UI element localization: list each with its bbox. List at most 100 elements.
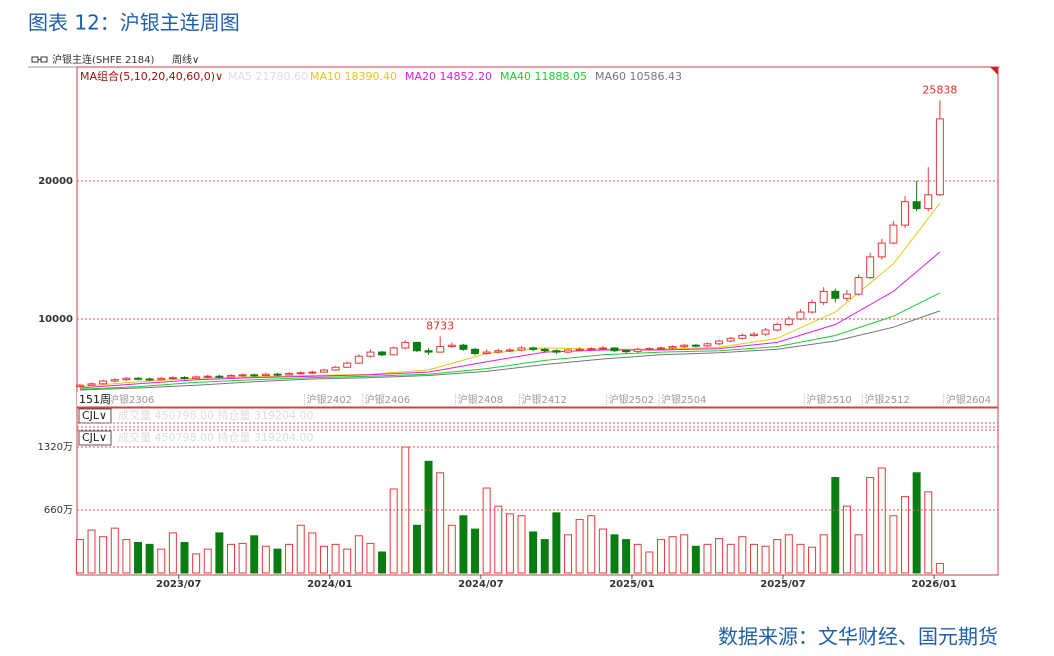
toolbar-period[interactable]: 周线∨ bbox=[172, 53, 199, 66]
volume-bar bbox=[808, 546, 817, 574]
volume-bar bbox=[587, 515, 596, 574]
volume-bar bbox=[134, 541, 142, 574]
candle-body bbox=[877, 242, 886, 258]
volume-bar bbox=[842, 505, 851, 574]
contract-label: 沪银2604 bbox=[946, 393, 991, 406]
contract-label: 沪银2512 bbox=[864, 393, 909, 406]
candle-body bbox=[587, 348, 596, 351]
candle-body bbox=[250, 374, 259, 377]
ma-legend: MA40 11888.05 bbox=[500, 70, 587, 83]
candle-body bbox=[378, 351, 387, 356]
candle-body bbox=[180, 377, 189, 380]
volume-bar bbox=[203, 548, 212, 574]
x-tick-label: 2025/01 bbox=[609, 579, 654, 590]
x-tick-label: 2024/07 bbox=[458, 579, 503, 590]
candle-body bbox=[540, 348, 549, 352]
candle-body bbox=[610, 347, 619, 352]
volume-bar bbox=[226, 543, 235, 574]
ma-line bbox=[79, 310, 941, 391]
volume-bar bbox=[122, 539, 131, 574]
candle-body bbox=[726, 337, 735, 342]
volume-bar bbox=[575, 519, 584, 574]
candle-body bbox=[168, 377, 177, 380]
volume-bar bbox=[831, 477, 840, 574]
x-tick-label: 2026/01 bbox=[911, 579, 956, 590]
volume-bar bbox=[110, 527, 119, 574]
volume-bar bbox=[250, 535, 259, 574]
candle-body bbox=[842, 293, 851, 299]
candle-body bbox=[738, 335, 747, 339]
candle-body bbox=[134, 377, 142, 380]
candle-body bbox=[901, 201, 910, 226]
candle-body bbox=[924, 194, 933, 210]
chart-title: 图表 12：沪银主连周图 bbox=[28, 11, 240, 35]
candle-body bbox=[203, 375, 212, 378]
bar-count-box bbox=[77, 392, 111, 406]
volume-bar bbox=[168, 532, 177, 574]
volume-bar bbox=[784, 534, 793, 574]
cjl-header: CJL∨ bbox=[82, 409, 107, 422]
ma-legend: MA20 14852.20 bbox=[405, 70, 492, 83]
candle-body bbox=[471, 348, 480, 354]
candle-body bbox=[343, 362, 352, 368]
ma-legend: MA10 18390.40 bbox=[310, 70, 397, 83]
y-tick-label: 20000 bbox=[38, 176, 73, 187]
cjl-header: CJL∨ bbox=[82, 431, 107, 444]
volume-bar bbox=[505, 513, 514, 574]
cjl-fields: 成交量 450798.00 持仓量 319204.00 bbox=[118, 408, 313, 422]
ma-group[interactable]: MA组合(5,10,20,40,60,0)∨ bbox=[80, 69, 223, 83]
contract-label: 沪银2510 bbox=[806, 393, 851, 406]
contract-label: 沪银2502 bbox=[609, 393, 654, 406]
volume-bar bbox=[773, 539, 782, 574]
volume-bar bbox=[343, 548, 352, 574]
volume-bar bbox=[215, 532, 224, 574]
candle-body bbox=[773, 323, 782, 331]
candle-body bbox=[215, 375, 224, 378]
volume-bar bbox=[447, 524, 456, 574]
candle-body bbox=[145, 378, 154, 381]
volume-bar bbox=[912, 472, 921, 574]
volume-bar bbox=[726, 543, 735, 574]
candle-body bbox=[319, 369, 328, 373]
candle-body bbox=[226, 375, 235, 378]
volume-bar bbox=[145, 543, 154, 574]
volume-bar bbox=[261, 545, 270, 574]
volume-bar bbox=[610, 534, 619, 574]
candle-body bbox=[691, 344, 700, 347]
volume-bar bbox=[854, 534, 863, 574]
cjl-box bbox=[78, 430, 112, 446]
volume-bar bbox=[552, 512, 561, 574]
volume-bar bbox=[877, 467, 886, 574]
candle-body bbox=[564, 349, 572, 353]
candle-body bbox=[622, 350, 631, 353]
volume-bar bbox=[471, 528, 480, 574]
candle-body bbox=[761, 329, 770, 335]
volume-bar bbox=[192, 553, 201, 574]
volume-bar bbox=[517, 515, 526, 574]
volume-bar bbox=[656, 539, 665, 574]
volume-bar bbox=[354, 535, 363, 574]
volume-bar bbox=[482, 487, 491, 574]
candle-body bbox=[505, 349, 514, 352]
volume-bar bbox=[761, 545, 770, 574]
x-tick-label: 2025/07 bbox=[760, 579, 805, 590]
candle-body bbox=[912, 201, 921, 210]
ma-line bbox=[79, 251, 941, 389]
volume-bar bbox=[319, 545, 328, 574]
volume-bar bbox=[633, 543, 642, 574]
high-label: 8733 bbox=[426, 319, 454, 332]
candle-body bbox=[436, 346, 445, 353]
x-tick-label: 2024/01 bbox=[307, 579, 352, 590]
volume-bar bbox=[668, 536, 677, 574]
volume-bar bbox=[889, 515, 898, 574]
y-tick-label: 10000 bbox=[38, 314, 73, 325]
candle-body bbox=[331, 366, 340, 371]
candle-body bbox=[412, 341, 421, 352]
volume-bar bbox=[157, 548, 166, 574]
corner-mark bbox=[990, 67, 998, 75]
candle-body bbox=[296, 372, 305, 375]
candle-body bbox=[99, 380, 108, 385]
volume-bar bbox=[87, 529, 96, 574]
volume-frame bbox=[76, 407, 999, 576]
candle-body bbox=[273, 373, 282, 376]
